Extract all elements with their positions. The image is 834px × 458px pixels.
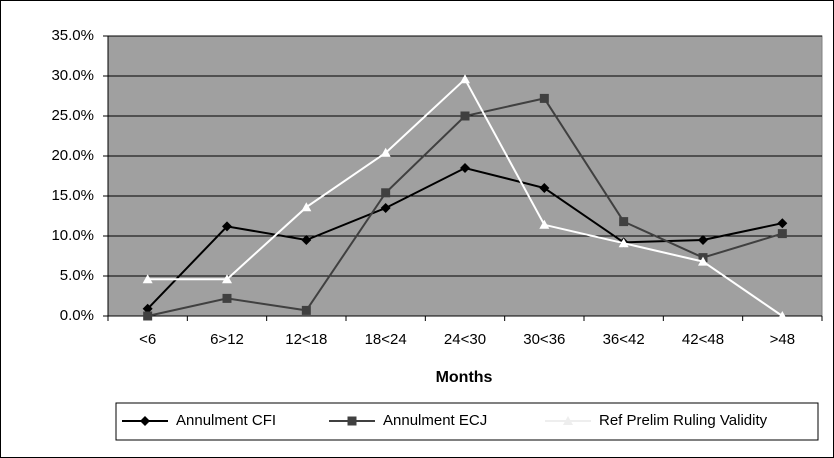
y-tick-label: 35.0% (51, 27, 94, 44)
x-tick-label: 30<36 (523, 331, 565, 348)
legend-label: Annulment ECJ (383, 412, 487, 429)
marker (698, 235, 708, 245)
x-axis-label: Months (436, 369, 493, 386)
marker (143, 311, 153, 321)
y-tick-label: 5.0% (60, 267, 94, 284)
marker (539, 93, 549, 103)
y-tick-label: 15.0% (51, 187, 94, 204)
marker (381, 188, 391, 198)
y-tick-label: 10.0% (51, 227, 94, 244)
marker (301, 202, 312, 212)
marker (539, 219, 550, 229)
marker (539, 183, 550, 193)
y-tick-label: 30.0% (51, 67, 94, 84)
x-tick-label: 36<42 (603, 331, 645, 348)
marker (777, 229, 787, 239)
legend-label: Ref Prelim Ruling Validity (599, 412, 768, 429)
x-tick-label: >48 (770, 331, 795, 348)
legend-box (115, 402, 819, 441)
marker (698, 256, 708, 266)
marker (347, 416, 357, 426)
y-tick-label: 25.0% (51, 107, 94, 124)
x-tick-label: <6 (139, 331, 156, 348)
marker (142, 274, 153, 284)
marker (380, 203, 391, 213)
marker (619, 217, 629, 227)
marker (460, 163, 470, 173)
x-tick-label: 18<24 (365, 331, 407, 348)
marker (301, 235, 312, 245)
legend-label: Annulment CFI (176, 412, 276, 429)
y-tick-label: 0.0% (60, 307, 94, 324)
x-tick-label: 6>12 (210, 331, 244, 348)
marker (460, 111, 470, 121)
marker (301, 305, 311, 315)
x-tick-label: 42<48 (682, 331, 724, 348)
marker (140, 416, 150, 426)
marker (142, 303, 153, 314)
marker (777, 218, 788, 229)
marker (222, 293, 232, 303)
marker (618, 238, 629, 248)
marker (222, 274, 232, 284)
marker (222, 221, 232, 232)
marker (777, 311, 788, 320)
x-tick-label: 24<30 (444, 331, 486, 348)
marker (563, 416, 573, 425)
y-tick-label: 20.0% (51, 147, 94, 164)
x-tick-label: 12<18 (285, 331, 327, 348)
marker (460, 74, 470, 84)
marker (380, 147, 391, 157)
